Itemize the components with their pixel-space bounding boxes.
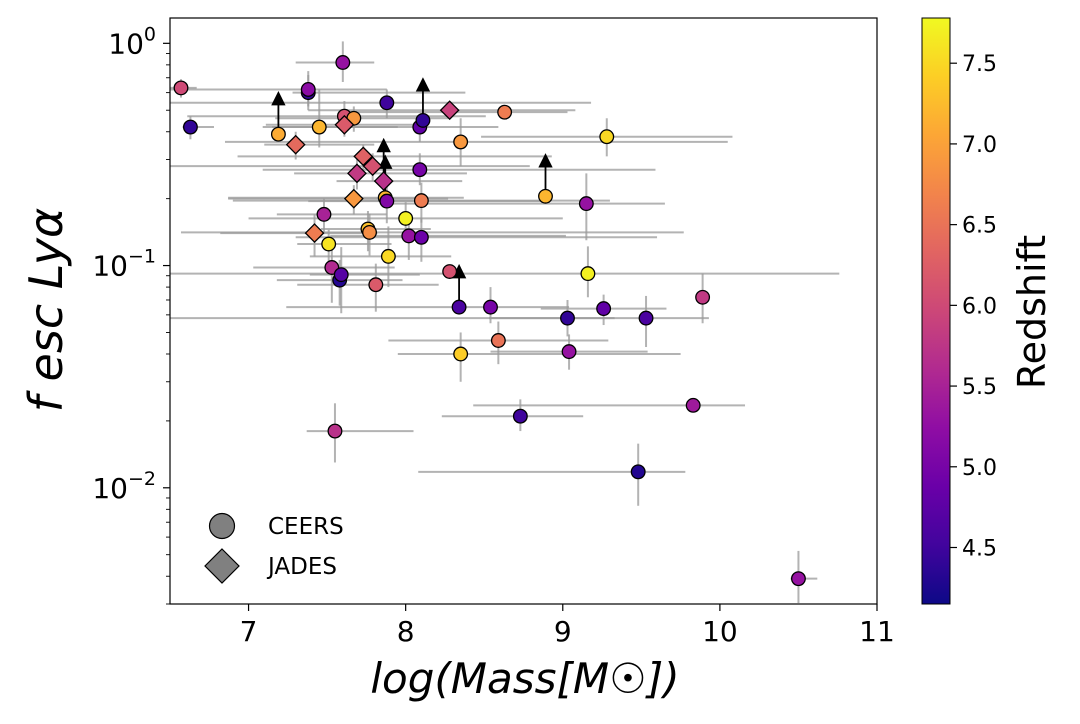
ceers-point [685, 397, 701, 413]
ceers-point [413, 229, 429, 245]
legend-label: CEERS [268, 514, 344, 540]
colorbar-tick-label: 5.5 [962, 375, 997, 400]
ceers-point [333, 267, 349, 283]
y-tick-label: 10−2 [92, 468, 156, 505]
colorbar-ticks: 4.5 5.0 5.5 6.0 6.5 7.0 7.5 [950, 52, 997, 561]
ceers-point [453, 134, 469, 150]
jades-point [334, 114, 355, 135]
colorbar-label: Redshift [1010, 235, 1054, 389]
y-axis-ticks: 10−2 10−1 100 [92, 23, 170, 605]
ceers-point [380, 248, 396, 264]
x-tick-label: 8 [397, 615, 415, 648]
ceers-point [362, 224, 377, 240]
ceers-point [561, 344, 577, 360]
jades-point [439, 100, 460, 121]
ceers-point [442, 264, 458, 279]
ceers-point [311, 119, 327, 135]
ceers-point [413, 193, 429, 209]
ceers-point [182, 119, 198, 135]
x-tick-label: 7 [240, 615, 258, 648]
ceers-point [453, 346, 469, 362]
ceers-point [270, 126, 286, 142]
x-tick-label: 10 [702, 615, 738, 648]
ceers-point [415, 112, 431, 128]
ceers-point [379, 95, 395, 111]
y-tick-label: 100 [108, 23, 156, 60]
ceers-point [451, 299, 467, 315]
colorbar-tick-label: 6.5 [962, 214, 997, 239]
jades-point [373, 171, 394, 191]
ceers-point [790, 571, 806, 587]
legend-label: JADES [266, 554, 337, 580]
ceers-point [638, 310, 654, 326]
x-tick-label: 9 [554, 615, 572, 648]
colorbar-tick-label: 6.0 [962, 294, 997, 319]
colorbar-tick-label: 5.0 [962, 456, 997, 481]
jades-point [362, 156, 383, 177]
jades-point [343, 188, 364, 209]
ceers-point [580, 266, 596, 282]
jades-point [347, 163, 367, 184]
ceers-point [412, 162, 428, 178]
ceers-point [300, 82, 316, 97]
ceers-point [379, 193, 395, 209]
y-tick-label: 10−1 [92, 246, 156, 283]
ceers-point [630, 464, 646, 480]
x-tick-label: 11 [859, 615, 895, 648]
x-axis-label: log(Mass[M☉]) [370, 654, 679, 703]
ceers-point [321, 236, 337, 252]
ceers-point [596, 301, 612, 317]
colorbar-tick-label: 4.5 [962, 536, 997, 561]
y-axis-label: f esc Lyα [19, 208, 73, 413]
svg-text:f esc Lyα: f esc Lyα [19, 208, 73, 413]
colorbar-tick-label: 7.0 [962, 133, 997, 158]
legend-diamond-marker [204, 548, 240, 584]
ceers-point [490, 333, 506, 348]
data-markers [173, 55, 806, 587]
colorbar [921, 17, 951, 605]
ceers-point [560, 310, 575, 326]
jades-point [304, 223, 325, 244]
x-axis-ticks: 7 8 9 10 11 [240, 604, 895, 648]
colorbar-tick-label: 7.5 [962, 52, 997, 77]
ceers-point [335, 55, 351, 70]
ceers-point [512, 408, 528, 424]
ceers-point [483, 299, 498, 315]
ceers-point [599, 129, 615, 145]
jades-point [353, 146, 374, 167]
ceers-point [327, 423, 343, 439]
plot-frame [169, 17, 878, 605]
jades-point [285, 134, 306, 155]
ceers-point [695, 289, 711, 305]
ceers-point [578, 196, 594, 212]
ceers-point [398, 210, 414, 226]
svg-text:Redshift: Redshift [1010, 235, 1054, 389]
ceers-point [401, 228, 417, 244]
legend-circle-marker [208, 512, 236, 540]
ceers-point [173, 80, 189, 96]
ceers-point [538, 188, 553, 204]
ceers-point [368, 277, 384, 293]
ceers-point [497, 104, 513, 120]
ceers-point [316, 206, 332, 222]
legend: CEERS JADES [204, 512, 344, 584]
